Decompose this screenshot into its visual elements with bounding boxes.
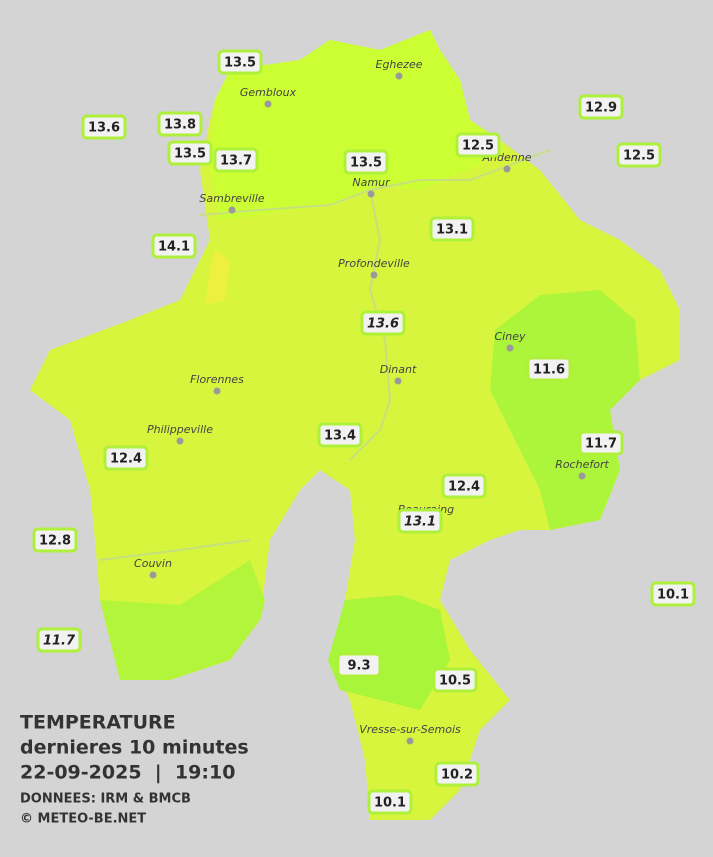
station-value: 10.1 (374, 796, 406, 811)
station-box (81, 114, 127, 140)
station-value: 13.5 (174, 147, 206, 162)
zone-southwest (100, 560, 265, 680)
legend-line: TEMPERATURE (20, 712, 176, 734)
town-dot (149, 571, 157, 579)
station-box (578, 94, 624, 120)
town-dot (367, 190, 375, 198)
station-box (336, 652, 382, 678)
station-value: 13.1 (404, 515, 436, 530)
town-label: Dinant (380, 363, 417, 376)
town-dot (406, 737, 414, 745)
station-box (32, 527, 78, 553)
station-box (217, 49, 263, 75)
station-box (343, 149, 389, 175)
station-value: 11.6 (533, 363, 565, 378)
station-value: 10.5 (439, 674, 471, 689)
town-dot (213, 387, 221, 395)
station-box (213, 147, 259, 173)
station-value: 9.3 (347, 659, 370, 674)
river (349, 189, 392, 461)
station-box (441, 473, 487, 499)
station-box (429, 216, 475, 242)
zone-south (328, 595, 450, 710)
station-box (360, 310, 406, 336)
station-value: 12.4 (448, 480, 480, 495)
station-value: 13.6 (88, 121, 120, 136)
river (199, 149, 551, 216)
town-dot (176, 437, 184, 445)
station-box (167, 140, 213, 166)
stations: 13.5 12.9 13.6 13.8 12.5 12.5 13.5 13.7 13.5 13.1… (32, 49, 696, 815)
town-dot (264, 100, 272, 108)
station-value: 12.5 (623, 149, 655, 164)
town-label: Vresse-sur-Semois (359, 723, 461, 736)
town-label: Philippeville (147, 423, 213, 436)
town-label: Eghezee (376, 58, 423, 71)
town-label: Couvin (134, 557, 172, 570)
station-box (616, 142, 662, 168)
station-box (397, 508, 443, 534)
station-value: 12.5 (462, 139, 494, 154)
station-value: 13.5 (224, 56, 256, 71)
towns: EghezeeGemblouxAndenneNamurSambrevillePr… (134, 58, 609, 745)
town-label: Gembloux (240, 86, 297, 99)
station-value: 12.4 (110, 452, 142, 467)
town-dot (395, 72, 403, 80)
town-dot (394, 377, 402, 385)
station-value: 13.6 (367, 317, 399, 332)
station-value: 13.5 (350, 156, 382, 171)
station-value: 13.7 (220, 154, 252, 169)
town-label: Sambreville (199, 192, 264, 205)
town-label: Rochefort (555, 458, 609, 471)
town-dot (578, 472, 586, 480)
station-box (317, 422, 363, 448)
station-box (36, 627, 82, 653)
town-label: Ciney (495, 330, 526, 343)
town-dot (228, 206, 236, 214)
river (99, 539, 251, 561)
station-value: 10.1 (657, 588, 689, 603)
station-value: 13.1 (436, 223, 468, 238)
town-label: Florennes (190, 373, 244, 386)
rivers (99, 149, 551, 561)
station-box (578, 430, 624, 456)
station-box (526, 356, 572, 382)
credit: © METEO-BE.NET (20, 812, 146, 827)
legend-line: dernieres 10 minutes (20, 737, 249, 759)
station-box (434, 761, 480, 787)
station-value: 11.7 (585, 437, 617, 452)
station-box (151, 233, 197, 259)
town-dot (503, 165, 511, 173)
station-value: 10.2 (441, 768, 473, 783)
station-value: 13.8 (164, 118, 196, 133)
station-value: 13.4 (324, 429, 356, 444)
town-dot (370, 271, 378, 279)
zone-east (490, 290, 640, 530)
legend-line: 22-09-2025 | 19:10 (20, 762, 235, 784)
legend: TEMPERATURE dernieres 10 minutes 22-09-2… (20, 712, 249, 827)
station-box (157, 111, 203, 137)
station-box (432, 667, 478, 693)
station-value: 12.9 (585, 101, 617, 116)
station-box (650, 581, 696, 607)
station-value: 14.1 (158, 240, 190, 255)
zone-warm (205, 250, 230, 305)
station-value: 12.8 (39, 534, 71, 549)
station-box (455, 132, 501, 158)
station-value: 11.7 (43, 634, 76, 649)
station-box (103, 445, 149, 471)
town-label: Profondeville (338, 257, 410, 270)
town-dot (506, 344, 514, 352)
station-box (367, 789, 413, 815)
town-label: Namur (352, 176, 391, 189)
credit: DONNEES: IRM & BMCB (20, 792, 191, 807)
zone-north (210, 30, 500, 220)
